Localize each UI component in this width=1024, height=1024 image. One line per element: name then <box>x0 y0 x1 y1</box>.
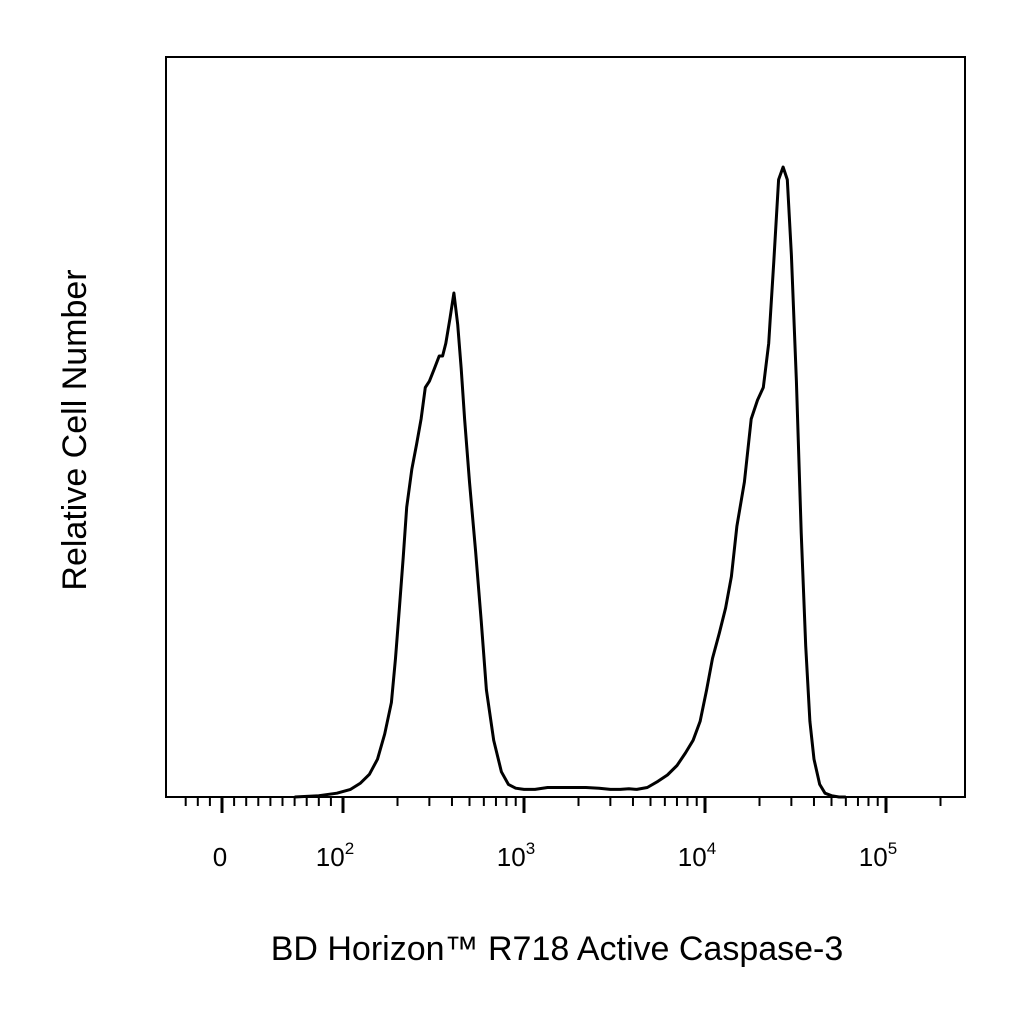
x-tick-label: 105 <box>859 839 897 872</box>
x-axis-title: BD Horizon™ R718 Active Caspase-3 <box>271 930 844 968</box>
y-axis-title: Relative Cell Number <box>56 269 94 590</box>
x-tick-label: 102 <box>316 839 354 872</box>
x-tick-label: 103 <box>497 839 535 872</box>
histogram-curve <box>294 165 846 799</box>
x-tick-label: 104 <box>678 839 716 872</box>
x-axis-ticks <box>184 797 942 813</box>
x-axis-tick-labels: 0 102 103 104 105 <box>213 839 897 872</box>
plot-frame <box>165 56 966 798</box>
x-tick-label: 0 <box>213 842 227 872</box>
